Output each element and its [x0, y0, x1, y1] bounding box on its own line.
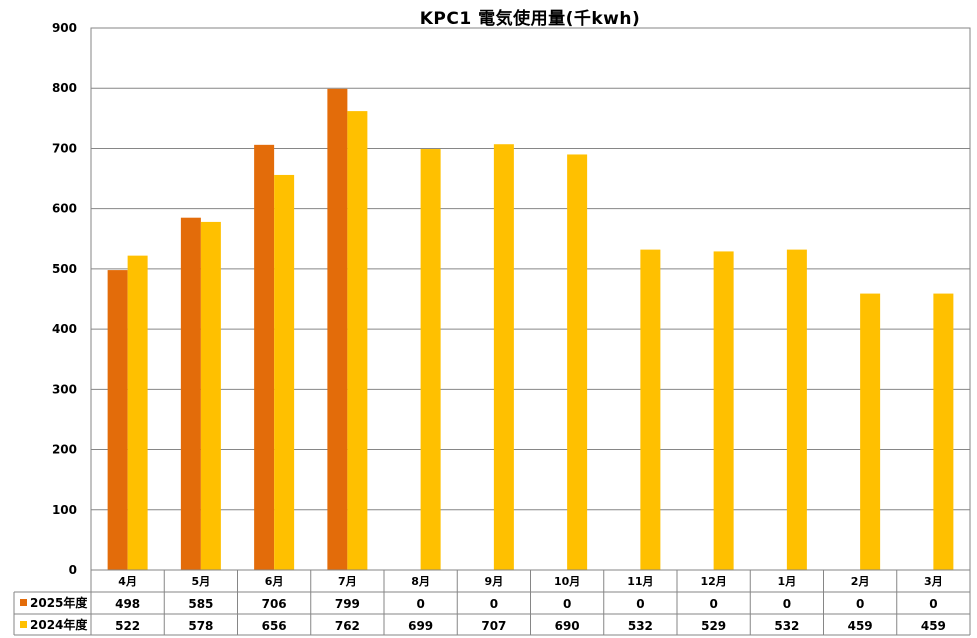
data-table-cell: 532 [628, 619, 653, 633]
data-table-cell: 0 [563, 597, 571, 611]
data-table-cell: 0 [783, 597, 791, 611]
bar-2024 [786, 249, 807, 570]
data-table-cell: 459 [848, 619, 873, 633]
legend-label: 2025年度 [30, 595, 88, 610]
data-table-cell: 498 [115, 597, 140, 611]
x-category-label: 2月 [851, 575, 870, 588]
x-category-label: 7月 [338, 575, 357, 588]
data-table-cell: 690 [555, 619, 580, 633]
bar-2024 [420, 149, 441, 570]
y-tick-label: 300 [52, 382, 77, 396]
y-tick-label: 500 [52, 262, 77, 276]
bar-2024 [347, 111, 368, 571]
grid-layer [90, 27, 971, 571]
bar-2025 [254, 144, 275, 570]
x-category-label: 12月 [700, 575, 726, 588]
y-tick-label: 400 [52, 322, 77, 336]
bar-2024 [713, 251, 734, 570]
plot-frame [90, 27, 971, 571]
data-table-cell: 578 [188, 619, 213, 633]
data-table-cell: 707 [481, 619, 506, 633]
data-table-cell: 0 [929, 597, 937, 611]
axis-layer: 0 100 200 300 400 500 600 700 800 900 [52, 21, 77, 577]
y-tick-label: 100 [52, 503, 77, 517]
bar-2024 [860, 293, 881, 570]
x-category-label: 4月 [118, 575, 137, 588]
data-table: 4月 5月 6月 7月 8月 9月 10月 11月 12月 1月 2月 3月 2025年度 498 585 7… [13, 569, 971, 636]
x-category-label: 8月 [411, 575, 430, 588]
y-tick-label: 900 [52, 21, 77, 35]
x-category-label: 1月 [778, 575, 797, 588]
data-table-cell: 706 [262, 597, 287, 611]
y-tick-label: 600 [52, 202, 77, 216]
legend-key-2024 [20, 621, 27, 628]
bar-2025 [327, 88, 348, 570]
bar-2024 [493, 144, 514, 570]
bar-2024 [567, 154, 588, 570]
bar-2024 [640, 249, 661, 570]
bar-2024 [933, 293, 954, 570]
data-table-cell: 762 [335, 619, 360, 633]
bar-2024 [274, 174, 295, 571]
legend-key-2025 [20, 599, 27, 606]
bar-layer [107, 88, 954, 571]
data-table-cell: 0 [856, 597, 864, 611]
bar-2025 [107, 270, 128, 570]
bar-2025 [180, 217, 201, 570]
data-table-cell: 0 [416, 597, 424, 611]
data-table-cell: 585 [188, 597, 213, 611]
data-table-cell: 699 [408, 619, 433, 633]
data-table-cell: 0 [709, 597, 717, 611]
data-table-cell: 532 [774, 619, 799, 633]
y-tick-label: 800 [52, 81, 77, 95]
data-table-cell: 0 [490, 597, 498, 611]
x-category-label: 6月 [265, 575, 284, 588]
data-table-cell: 0 [636, 597, 644, 611]
legend-label: 2024年度 [30, 617, 88, 632]
x-category-label: 3月 [924, 575, 943, 588]
data-table-cell: 656 [262, 619, 287, 633]
bar-2024 [127, 255, 148, 570]
bar-2024 [200, 221, 221, 570]
data-table-cell: 459 [921, 619, 946, 633]
data-table-cell: 522 [115, 619, 140, 633]
y-tick-label: 0 [69, 563, 77, 577]
y-tick-label: 200 [52, 443, 77, 457]
data-table-cell: 799 [335, 597, 360, 611]
chart-title: KPC1 電気使用量(千kwh) [419, 9, 641, 29]
x-category-label: 10月 [554, 575, 580, 588]
x-category-label: 5月 [192, 575, 211, 588]
y-tick-label: 700 [52, 141, 77, 155]
data-table-cell: 529 [701, 619, 726, 633]
x-category-label: 11月 [627, 575, 653, 588]
x-category-label: 9月 [485, 575, 504, 588]
